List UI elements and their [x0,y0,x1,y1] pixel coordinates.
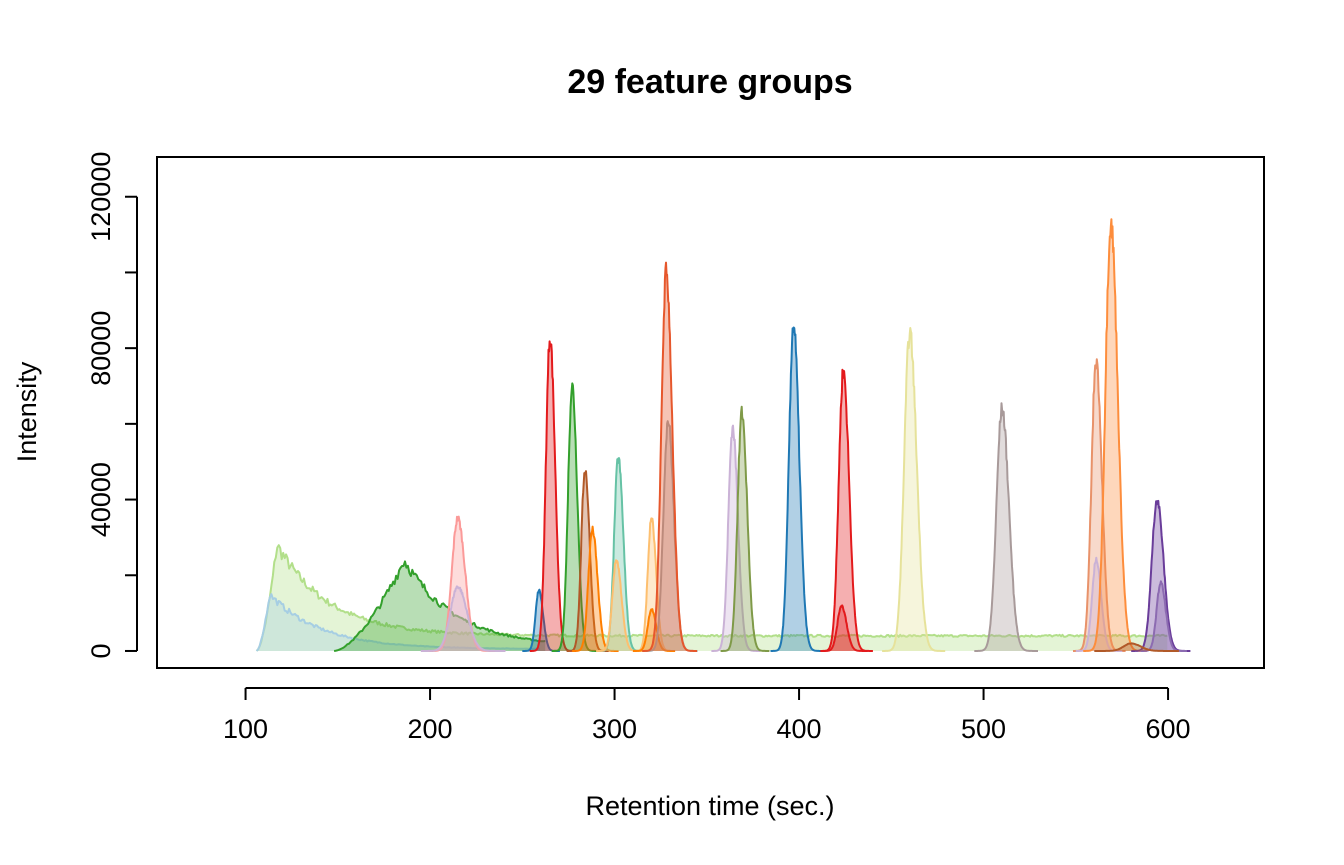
series-line [551,382,599,652]
series-area [529,341,577,651]
series-21 [820,604,869,652]
series-line [420,585,506,652]
series-20 [819,368,874,652]
series-line [641,261,698,652]
y-tick-label: 120000 [86,152,116,242]
series-area [974,403,1038,651]
series-3 [333,560,546,652]
series-area [334,561,546,651]
x-tick-label: 600 [1146,714,1191,744]
x-tick-label: 300 [592,714,637,744]
series-line [720,405,770,652]
series-area [820,369,873,651]
series-area [1083,219,1147,651]
series-area [256,594,540,651]
series-line [632,608,676,652]
series-area [642,262,697,651]
series-area [633,518,676,651]
series-line [255,544,1168,652]
y-axis-label: Intensity [12,361,42,462]
x-tick-label: 100 [223,714,268,744]
series-area [551,383,599,651]
series-23 [973,402,1039,652]
x-tick-label: 500 [961,714,1006,744]
series-area [645,421,698,651]
y-tick-label: 0 [86,643,116,658]
series-area [1073,359,1126,651]
series-area [1140,581,1187,651]
series-line [881,327,946,652]
series-area [420,586,506,651]
x-axis-label: Retention time (sec.) [585,791,834,821]
y-tick-label: 80000 [86,311,116,386]
axes-layer: 100 200 300 400 500 600 0 40000 80000 120000 [86,152,1191,744]
series-area [720,406,770,651]
series-line [820,604,869,652]
series-5 [420,585,506,652]
series-19 [770,326,824,652]
series-area [598,458,645,651]
series-10 [571,525,620,652]
series-line [711,424,761,652]
series-2 [255,593,541,652]
series-22 [881,327,946,652]
series-16 [641,261,698,652]
series-area [256,545,1168,651]
series-line [571,525,620,652]
series-area [1131,500,1191,651]
series-line [1093,642,1180,652]
series-line [255,593,541,652]
series-area [821,605,868,651]
series-29 [1093,642,1180,652]
series-area [770,327,823,651]
chart-title: 29 feature groups [567,63,852,101]
series-area [882,328,946,651]
series-line [770,326,824,652]
series-8 [551,382,599,652]
y-tick-label: 40000 [86,462,116,537]
series-area [1094,643,1179,651]
series-line [973,402,1039,652]
series-1 [255,544,1168,652]
series-18 [720,405,770,652]
x-tick-label: 200 [408,714,453,744]
series-area [572,526,619,651]
x-tick-label: 400 [777,714,822,744]
series-layer [255,218,1191,652]
series-line [333,560,546,652]
series-area [566,471,609,651]
plot-frame [156,156,1265,669]
series-area [596,560,643,651]
series-area [428,516,496,651]
